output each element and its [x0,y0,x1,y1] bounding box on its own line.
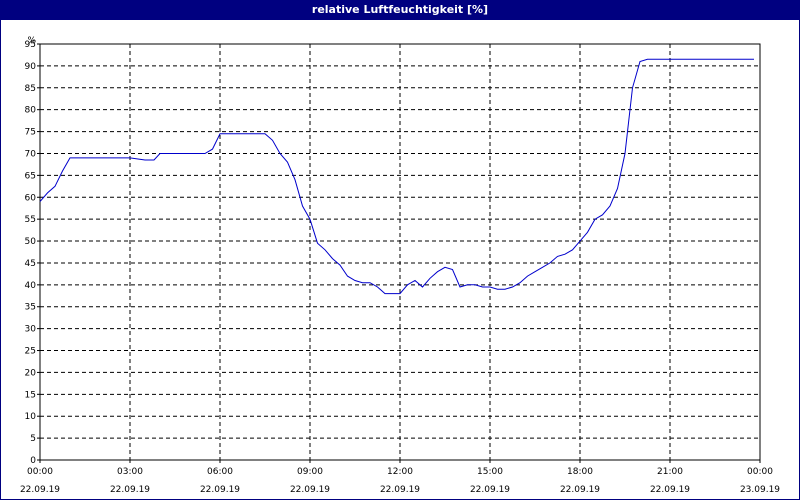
y-tick-label: 30 [25,325,37,335]
y-tick-label: 15 [25,390,36,400]
x-tick-time: 09:00 [297,467,323,477]
y-tick-label: 0 [30,456,36,466]
x-tick-time: 03:00 [117,467,143,477]
y-tick-label: 60 [25,193,37,203]
y-tick-label: 5 [30,434,36,444]
x-tick-date: 22.09.19 [650,485,690,495]
y-tick-label: 85 [25,84,36,94]
x-tick-time: 18:00 [567,467,593,477]
y-tick-label: 25 [25,347,36,357]
x-tick-date: 22.09.19 [560,485,600,495]
x-tick-date: 22.09.19 [200,485,240,495]
y-tick-label: 65 [25,171,36,181]
humidity-series-line [39,58,754,295]
x-tick-date: 23.09.19 [740,485,780,495]
y-axis: 0 5 10 15 20 25 30 35 40 45 50 55 60 65 70 75 80 85 90 95 [25,40,40,466]
y-tick-label: 40 [25,281,37,291]
y-tick-label: 10 [25,412,37,422]
x-tick-date: 22.09.19 [20,485,60,495]
y-tick-label: 90 [25,62,37,72]
y-tick-label: 95 [25,40,36,50]
y-tick-label: 20 [25,368,37,378]
x-tick-time: 00:00 [27,467,53,477]
x-axis: 00:00 22.09.19 03:00 22.09.19 06:00 22.09.19 0… [20,460,780,495]
x-tick-date: 22.09.19 [380,485,420,495]
y-tick-label: 75 [25,128,36,138]
x-tick-date: 22.09.19 [290,485,330,495]
y-axis-label: % [27,36,36,46]
x-tick-date: 22.09.19 [470,485,510,495]
x-tick-time: 21:00 [657,467,683,477]
y-tick-label: 35 [25,303,36,313]
y-tick-label: 55 [25,215,36,225]
grid [40,43,760,460]
humidity-chart: 0 5 10 15 20 25 30 35 40 45 50 55 60 65 70 75 80 85 90 95 0… [20,36,780,495]
x-tick-time: 15:00 [477,467,503,477]
y-tick-label: 45 [25,259,36,269]
x-tick-time: 00:00 [747,467,773,477]
y-tick-label: 70 [25,149,37,159]
chart-title: relative Luftfeuchtigkeit [%] [0,0,800,20]
x-tick-time: 12:00 [387,467,413,477]
y-tick-label: 50 [25,237,37,247]
y-tick-label: 80 [25,106,37,116]
x-tick-time: 06:00 [207,467,233,477]
x-tick-date: 22.09.19 [110,485,150,495]
